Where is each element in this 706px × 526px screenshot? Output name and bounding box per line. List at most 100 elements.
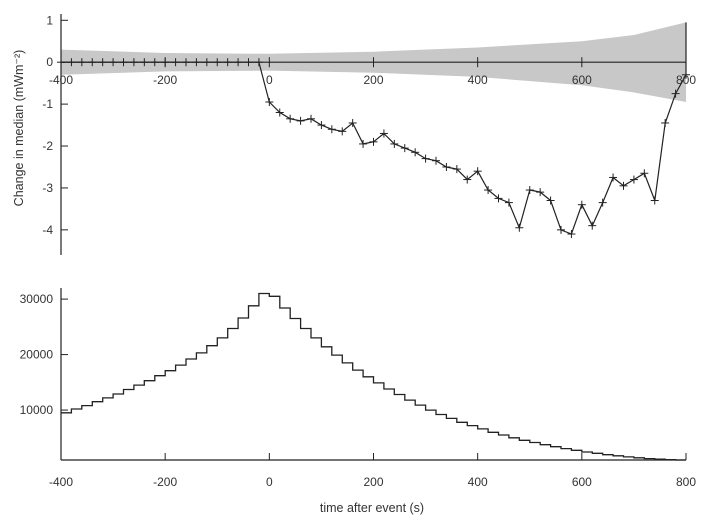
bottom-y-tick-label: 20000 xyxy=(20,348,54,362)
data-point xyxy=(265,98,274,107)
top-x-tick-label: 200 xyxy=(363,73,383,87)
histogram-bin xyxy=(478,429,488,460)
data-point xyxy=(432,156,440,165)
data-point xyxy=(327,125,336,134)
data-point xyxy=(557,225,565,234)
histogram-bin xyxy=(426,410,436,460)
histogram-bin xyxy=(321,347,331,460)
data-point xyxy=(494,194,503,203)
bottom-x-tick-label: 0 xyxy=(266,475,273,489)
histogram-bin xyxy=(155,376,165,460)
histogram-bin xyxy=(509,438,519,460)
bottom-x-axis-label: time after event (s) xyxy=(320,501,424,515)
histogram-bin xyxy=(196,353,206,460)
histogram-bin xyxy=(332,355,342,460)
top-y-axis-label: Change in median (mWm⁻²) xyxy=(12,50,26,207)
data-point xyxy=(244,58,253,67)
top-x-tick-label: 400 xyxy=(468,73,488,87)
bottom-y-tick-label: 10000 xyxy=(20,403,54,417)
data-point xyxy=(577,200,586,209)
top-x-tick-label: -200 xyxy=(153,73,177,87)
data-point xyxy=(421,154,430,163)
data-point xyxy=(682,70,690,79)
histogram-bin xyxy=(613,456,623,460)
histogram-bin xyxy=(134,385,144,460)
histogram-bin xyxy=(311,338,321,460)
histogram-bin xyxy=(374,383,384,460)
histogram-bin xyxy=(457,422,467,460)
data-point xyxy=(567,230,576,239)
data-point xyxy=(661,118,670,127)
data-point xyxy=(119,58,128,67)
histogram-bin xyxy=(290,319,300,460)
histogram-bin xyxy=(603,455,613,460)
top-panel: 1 0 -1 -2 -3 -4 -400 -200 0 200 400 600 800 Change i… xyxy=(12,13,696,255)
bottom-x-tick-label: 800 xyxy=(676,475,696,489)
data-point xyxy=(609,173,618,182)
top-tick-labels: 1 0 -1 -2 -3 -4 -400 -200 0 200 400 600 800 xyxy=(42,13,696,237)
data-point xyxy=(359,139,368,148)
bottom-axes xyxy=(60,288,687,461)
histogram-bin xyxy=(540,445,550,460)
histogram-bin xyxy=(394,395,404,460)
histogram-bin xyxy=(530,443,540,460)
data-point xyxy=(671,89,680,98)
data-point xyxy=(254,58,263,67)
data-point xyxy=(598,198,607,207)
data-point xyxy=(296,116,305,125)
data-point xyxy=(619,181,628,190)
data-point xyxy=(171,58,180,67)
data-point xyxy=(338,127,347,136)
bottom-tick-labels: 10000 20000 30000 -400 -200 0 200 400 600 800 xyxy=(20,292,697,489)
histogram-bin xyxy=(259,294,269,460)
data-point xyxy=(650,196,659,205)
data-point xyxy=(286,114,295,123)
top-y-tick-label: -4 xyxy=(42,223,53,237)
data-point xyxy=(546,196,555,205)
histogram-bin xyxy=(592,453,602,460)
data-point xyxy=(109,58,118,67)
histogram-bin xyxy=(571,450,581,460)
data-point xyxy=(213,58,222,67)
histogram-bin xyxy=(92,402,102,460)
top-x-tick-label: -400 xyxy=(49,73,73,87)
data-point xyxy=(98,58,107,67)
top-x-tick-label: 600 xyxy=(572,73,592,87)
histogram-bin xyxy=(519,440,529,460)
data-point xyxy=(182,58,190,67)
histogram-bin xyxy=(415,405,425,460)
top-axes xyxy=(60,14,687,255)
data-point xyxy=(484,186,493,195)
histogram-bin xyxy=(176,365,186,460)
top-y-tick-label: -1 xyxy=(42,97,53,111)
data-point xyxy=(317,121,326,130)
histogram-bin xyxy=(301,329,311,460)
data-point xyxy=(442,162,451,171)
data-point xyxy=(369,137,378,146)
top-x-tick-label: 0 xyxy=(266,73,273,87)
data-point xyxy=(640,169,649,178)
histogram-bin xyxy=(82,406,92,460)
histogram-bin xyxy=(551,447,561,460)
median-change-series xyxy=(57,22,690,239)
histogram-bin xyxy=(499,435,509,460)
data-point xyxy=(192,58,201,67)
bottom-x-tick-label: -200 xyxy=(153,475,177,489)
histogram-bin xyxy=(103,398,113,460)
bottom-x-tick-label: 600 xyxy=(572,475,592,489)
histogram-bin xyxy=(238,318,248,460)
data-point xyxy=(223,58,232,67)
histogram-bin xyxy=(228,329,238,460)
histogram-bin xyxy=(446,418,456,460)
histogram-bin xyxy=(405,400,415,460)
data-point xyxy=(411,148,420,157)
bottom-y-tick-label: 30000 xyxy=(20,292,54,306)
top-y-tick-label: -2 xyxy=(42,139,53,153)
data-point xyxy=(161,58,170,67)
histogram-bin xyxy=(165,371,175,460)
data-point xyxy=(140,58,149,67)
histogram-bin xyxy=(342,363,352,460)
data-point xyxy=(452,165,461,174)
bottom-panel: 10000 20000 30000 -400 -200 0 200 400 600 800 tim… xyxy=(20,288,697,515)
